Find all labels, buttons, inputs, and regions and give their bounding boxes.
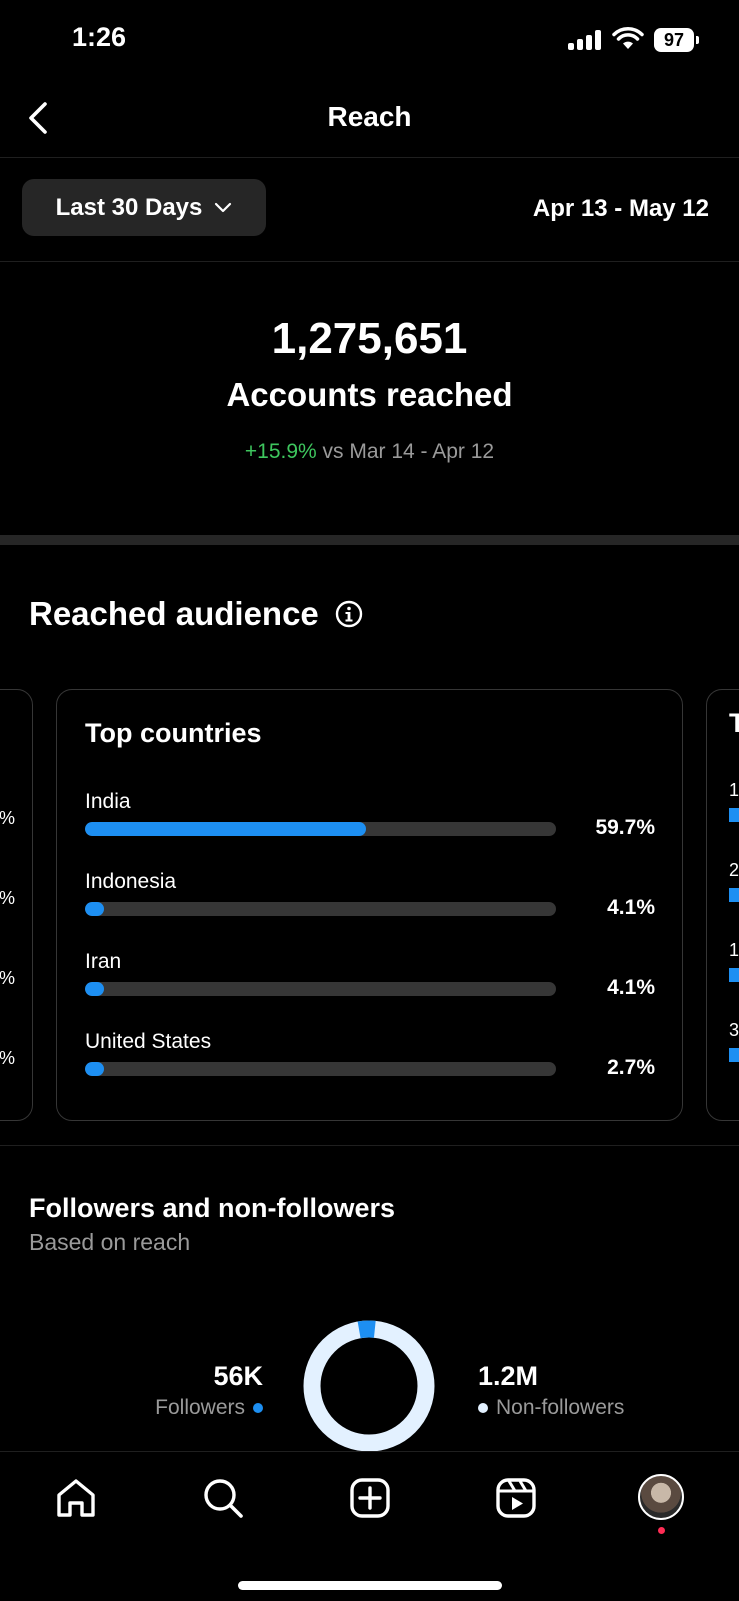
country-bar-track [85, 902, 556, 916]
country-row: Iran 4.1% [85, 950, 655, 999]
country-bar-track [85, 982, 556, 996]
create-icon [350, 1478, 390, 1518]
back-button[interactable] [18, 98, 58, 138]
audience-divider [0, 1145, 739, 1146]
country-percent: 59.7% [595, 816, 655, 839]
search-icon [204, 1479, 243, 1518]
battery-indicator: 97 [654, 28, 700, 52]
accounts-reached-label: Accounts reached [226, 376, 513, 413]
comparison-period: vs Mar 14 - Apr 12 [322, 440, 495, 463]
wifi-icon [612, 27, 644, 49]
reels-tab[interactable] [492, 1474, 540, 1522]
home-tab[interactable] [52, 1474, 100, 1522]
followers-section-subtitle: Based on reach [29, 1229, 191, 1255]
non-followers-legend: Non-followers [478, 1396, 624, 1420]
peek-text: 2 [729, 860, 739, 880]
peek-bar [729, 968, 739, 982]
peek-text: 3 [729, 1020, 739, 1040]
country-name: United States [85, 1030, 212, 1053]
status-time: 1:26 [72, 22, 127, 52]
country-percent: 4.1% [607, 896, 655, 919]
accounts-reached-value: 1,275,651 [271, 314, 468, 363]
followers-value: 56K [213, 1361, 263, 1391]
change-percent: +15.9% [244, 440, 317, 463]
peek-text: 1 [729, 940, 739, 960]
peek-bar [729, 808, 739, 822]
non-followers-value: 1.2M [478, 1361, 539, 1391]
next-card-peek[interactable]: T 1 2 1 3 [706, 689, 739, 1121]
peek-text: % [0, 888, 16, 908]
followers-section-title: Followers and non-followers [29, 1193, 396, 1223]
section-divider [0, 535, 739, 545]
profile-avatar[interactable] [638, 1474, 684, 1520]
country-bar-fill [85, 982, 105, 996]
top-countries-title: Top countries [85, 718, 262, 748]
country-bar-fill [85, 1062, 104, 1076]
country-row: India 59.7% [85, 790, 655, 839]
notification-dot [658, 1527, 665, 1534]
country-name: Iran [85, 950, 122, 973]
info-icon[interactable] [335, 600, 363, 628]
top-countries-card[interactable]: Top countries India 59.7% Indonesia 4.1%… [56, 689, 683, 1121]
country-bar-fill [85, 902, 105, 916]
reached-audience-heading: Reached audience [29, 595, 363, 633]
peek-text: % [0, 808, 16, 828]
peek-bar [729, 888, 739, 902]
non-followers-dot [478, 1403, 488, 1413]
header-divider [0, 157, 739, 158]
country-name: India [85, 790, 131, 813]
filter-divider [0, 261, 739, 262]
peek-title: T [729, 708, 739, 738]
peek-text: % [0, 1048, 16, 1068]
create-tab[interactable] [346, 1474, 394, 1522]
comparison-text: +15.9% vs Mar 14 - Apr 12 [0, 440, 739, 464]
chevron-left-icon [29, 102, 47, 134]
country-bar-track [85, 822, 556, 836]
home-icon [57, 1479, 95, 1517]
country-name: Indonesia [85, 870, 177, 893]
followers-label: Followers [155, 1396, 245, 1419]
search-tab[interactable] [199, 1474, 247, 1522]
non-followers-label: Non-followers [496, 1396, 625, 1419]
page-title: Reach [327, 101, 412, 132]
date-range-text: Apr 13 - May 12 [532, 195, 709, 222]
peek-text: % [0, 968, 16, 988]
home-indicator [238, 1581, 502, 1590]
battery-level: 97 [654, 28, 694, 52]
followers-legend: Followers [155, 1396, 263, 1420]
followers-donut-chart [303, 1320, 435, 1452]
country-percent: 4.1% [607, 976, 655, 999]
peek-text: 1 [729, 780, 739, 800]
country-row: Indonesia 4.1% [85, 870, 655, 919]
date-range-dropdown-label: Last 30 Days [55, 193, 203, 221]
country-percent: 2.7% [607, 1056, 655, 1079]
donut-non-followers-segment [303, 1320, 435, 1452]
chevron-down-icon [215, 202, 232, 213]
previous-card-peek[interactable]: % % % % [0, 689, 33, 1121]
peek-bar [729, 1048, 739, 1062]
date-range-dropdown[interactable]: Last 30 Days [22, 179, 266, 236]
reached-audience-title: Reached audience [29, 595, 319, 632]
reels-icon [496, 1478, 536, 1518]
country-row: United States 2.7% [85, 1030, 655, 1079]
cellular-signal-icon [568, 30, 602, 50]
bottom-tab-bar [0, 1451, 739, 1601]
country-bar-track [85, 1062, 556, 1076]
followers-dot [253, 1403, 263, 1413]
country-bar-fill [85, 822, 367, 836]
